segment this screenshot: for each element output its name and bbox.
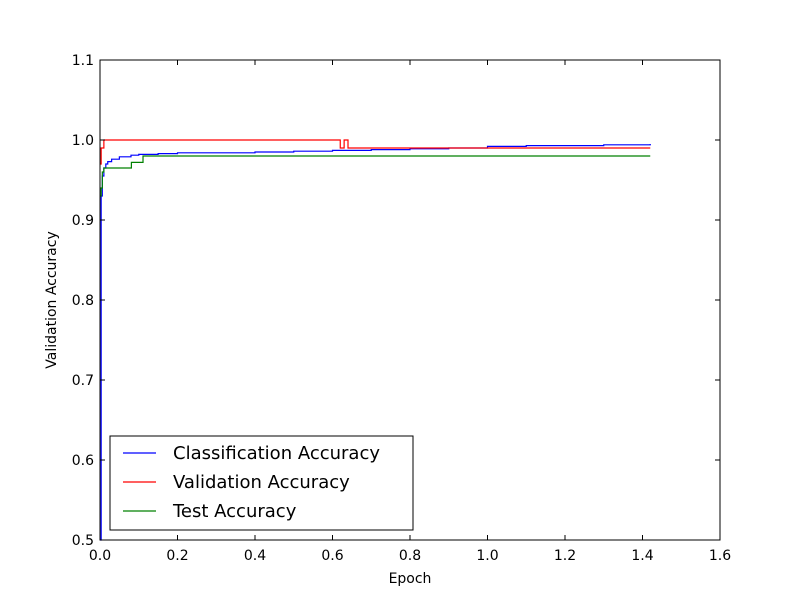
y-tick-label: 0.6: [72, 453, 94, 469]
series-line-validation-accuracy: [100, 139, 651, 165]
y-tick-label: 0.5: [72, 533, 94, 549]
ticks-layer: 0.0 0.2 0.4 0.6 0.8 1.0 1.2 1.4 1.6 0.5 0.6 0.7 0.8 0…: [72, 53, 731, 564]
legend-label: Test Accuracy: [172, 501, 297, 522]
y-tick-label: 0.7: [72, 373, 94, 389]
series-line-test-accuracy: [100, 155, 651, 197]
y-axis-label: Validation Accuracy: [44, 231, 60, 369]
x-tick-label: 1.6: [709, 548, 731, 564]
series-layer: [100, 139, 651, 541]
legend-label: Classification Accuracy: [173, 443, 380, 464]
x-tick-label: 0.6: [321, 548, 343, 564]
y-tick-label: 0.9: [72, 213, 94, 229]
x-tick-label: 0.4: [244, 548, 266, 564]
x-tick-label: 0.0: [89, 548, 111, 564]
x-tick-label: 1.4: [631, 548, 653, 564]
x-tick-label: 0.2: [166, 548, 188, 564]
legend-label: Validation Accuracy: [173, 472, 350, 493]
x-axis-label: Epoch: [389, 571, 432, 587]
x-tick-label: 1.0: [476, 548, 498, 564]
legend: Classification Accuracy Validation Accura…: [109, 435, 414, 531]
series-line-classification-accuracy: [100, 144, 651, 541]
x-tick-label: 1.2: [554, 548, 576, 564]
legend-box: [109, 435, 414, 531]
y-tick-label: 0.8: [72, 293, 94, 309]
y-tick-label: 1.1: [72, 53, 94, 69]
y-tick-label: 1.0: [72, 133, 94, 149]
x-tick-label: 0.8: [399, 548, 421, 564]
